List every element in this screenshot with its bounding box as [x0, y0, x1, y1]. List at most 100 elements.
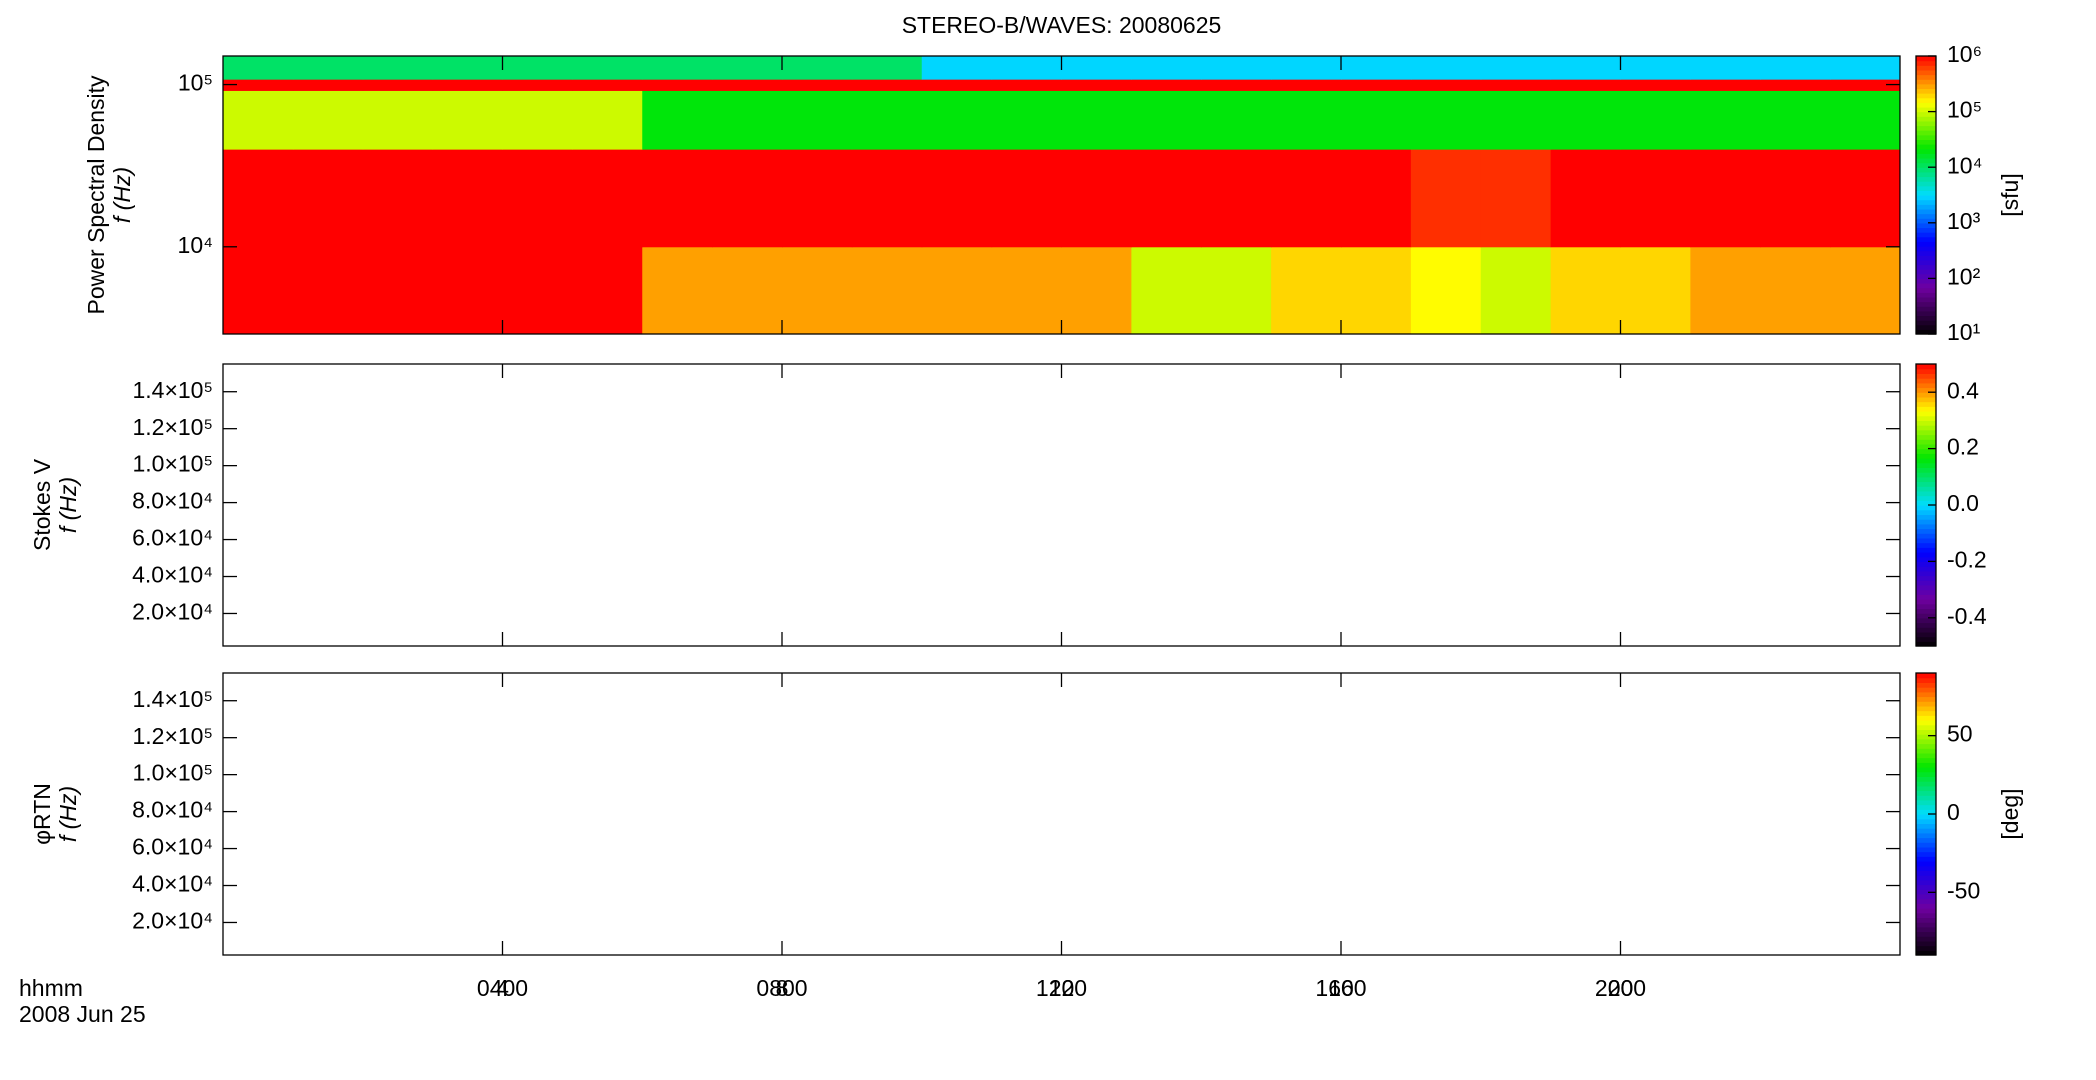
colorbar-strip: [1916, 65, 1936, 71]
heatmap-cell: [1480, 90, 1552, 150]
colorbar-strip: [1916, 752, 1936, 759]
chart-title: STEREO-B/WAVES: 20080625: [902, 12, 1222, 38]
colorbar-strip: [1916, 144, 1936, 150]
colorbar-strip: [1916, 448, 1936, 454]
colorbar-strip: [1916, 715, 1936, 721]
colorbar-strip: [1916, 767, 1936, 773]
colorbar-strip: [1916, 926, 1936, 933]
heatmap-cell: [1201, 79, 1272, 91]
heatmap-cell: [1061, 90, 1132, 150]
colorbar-strip: [1916, 729, 1936, 735]
colorbar-strip: [1916, 757, 1936, 763]
heatmap-cell: [991, 79, 1062, 91]
heatmap-cell: [851, 149, 923, 248]
colorbar-strip: [1916, 392, 1936, 398]
heatmap-cell: [991, 246, 1062, 335]
y-tick-label: 2.0×10⁴: [132, 908, 213, 934]
heatmap-cell: [642, 149, 713, 248]
heatmap-cell: [1131, 56, 1202, 80]
colorbar-strip: [1916, 570, 1936, 577]
heatmap-cell: [1271, 90, 1342, 150]
colorbar-strip: [1916, 696, 1936, 702]
heatmap-cell: [572, 90, 643, 150]
heatmap-cell: [1620, 246, 1691, 335]
heatmap-cell: [1550, 246, 1621, 335]
heatmap-cell: [362, 149, 434, 248]
colorbar-strip: [1916, 945, 1936, 951]
colorbar-strip: [1916, 218, 1936, 224]
x-tick-label: 12: [1049, 975, 1075, 1001]
colorbar-strip: [1916, 306, 1936, 312]
colorbar-strip: [1916, 176, 1936, 182]
heatmap-cell: [1410, 56, 1482, 80]
heatmap-cell: [223, 246, 294, 335]
colorbar-strip: [1916, 865, 1936, 871]
heatmap-cell: [1550, 90, 1621, 150]
colorbar-strip: [1916, 476, 1936, 483]
colorbar-strip: [1916, 547, 1936, 553]
heatmap-cell: [1620, 149, 1691, 248]
colorbar-strip: [1916, 790, 1936, 796]
colorbar-strip: [1916, 603, 1936, 609]
colorbar-strip: [1916, 387, 1936, 393]
colorbar-strip: [1916, 785, 1936, 792]
heatmap-cell: [1480, 246, 1552, 335]
heatmap-cell: [991, 56, 1062, 80]
colorbar-strip: [1916, 500, 1936, 506]
colorbar-strip: [1916, 537, 1936, 544]
colorbar-strip: [1916, 856, 1936, 862]
colorbar-strip: [1916, 204, 1936, 210]
colorbar-strip: [1916, 250, 1936, 256]
heatmap-cell: [1480, 149, 1552, 248]
heatmap-cell: [642, 90, 713, 150]
colorbar-strip: [1916, 157, 1936, 164]
colorbar-strip: [1916, 292, 1936, 298]
colorbar-strip: [1916, 190, 1936, 196]
colorbar-strip: [1916, 917, 1936, 923]
heatmap-cell: [642, 246, 713, 335]
colorbar-strip: [1916, 861, 1936, 867]
heatmap-cell: [1830, 149, 1901, 248]
colorbar-label: [sfu]: [1997, 173, 2023, 216]
colorbar-strip: [1916, 415, 1936, 421]
heatmap-cell: [1620, 90, 1691, 150]
heatmap-cell: [1410, 90, 1482, 150]
heatmap-cell: [712, 246, 783, 335]
colorbar-strip: [1916, 208, 1936, 215]
colorbar-strip: [1916, 828, 1936, 834]
colorbar-strip: [1916, 125, 1936, 131]
colorbar-strip: [1916, 259, 1936, 266]
colorbar-strip: [1916, 373, 1936, 379]
colorbar-strip: [1916, 199, 1936, 205]
colorbar-strip: [1916, 310, 1936, 317]
colorbar-strip: [1916, 818, 1936, 824]
colorbar-strip: [1916, 420, 1936, 426]
colorbar-strip: [1916, 556, 1936, 562]
y-tick-label: 1.4×10⁵: [132, 686, 213, 712]
colorbar-strip: [1916, 738, 1936, 745]
heatmap-cell: [432, 246, 503, 335]
heatmap-cell: [1341, 149, 1412, 248]
colorbar-strip: [1916, 232, 1936, 238]
heatmap-cell: [1830, 79, 1901, 91]
colorbar-strip: [1916, 677, 1936, 683]
colorbar-strip: [1916, 922, 1936, 928]
colorbar-strip: [1916, 106, 1936, 113]
colorbar-strip: [1916, 832, 1936, 839]
colorbar-strip: [1916, 481, 1936, 487]
colorbar-strip: [1916, 631, 1936, 638]
heatmap-cell: [1201, 90, 1272, 150]
colorbar-strip: [1916, 870, 1936, 876]
colorbar-strip: [1916, 171, 1936, 178]
colorbar-tick-label: 10³: [1947, 208, 1981, 234]
colorbar-strip: [1916, 153, 1936, 159]
colorbar-strip: [1916, 617, 1936, 624]
colorbar-strip: [1916, 467, 1936, 473]
colorbar-strip: [1916, 575, 1936, 581]
colorbar-strip: [1916, 382, 1936, 389]
heatmap-cell: [1480, 79, 1552, 91]
colorbar-strip: [1916, 453, 1936, 459]
heatmap-cell: [1480, 56, 1552, 80]
heatmap-cell: [1131, 90, 1202, 150]
